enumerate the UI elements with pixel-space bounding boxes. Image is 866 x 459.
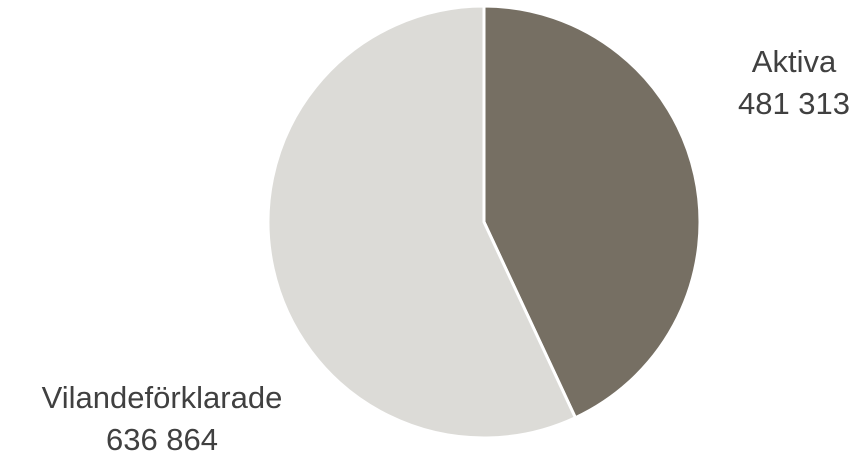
pie-slice-vilandeforklarade — [266, 4, 577, 440]
slice-value-aktiva: 481 313 — [738, 86, 850, 121]
pie-slices — [266, 4, 702, 440]
slice-value-vilandeforklarade: 636 864 — [106, 422, 218, 457]
slice-label-vilandeforklarade: Vilandeförklarade — [42, 380, 283, 415]
slice-label-aktiva: Aktiva — [752, 44, 837, 79]
pie-slice-aktiva — [482, 4, 702, 420]
